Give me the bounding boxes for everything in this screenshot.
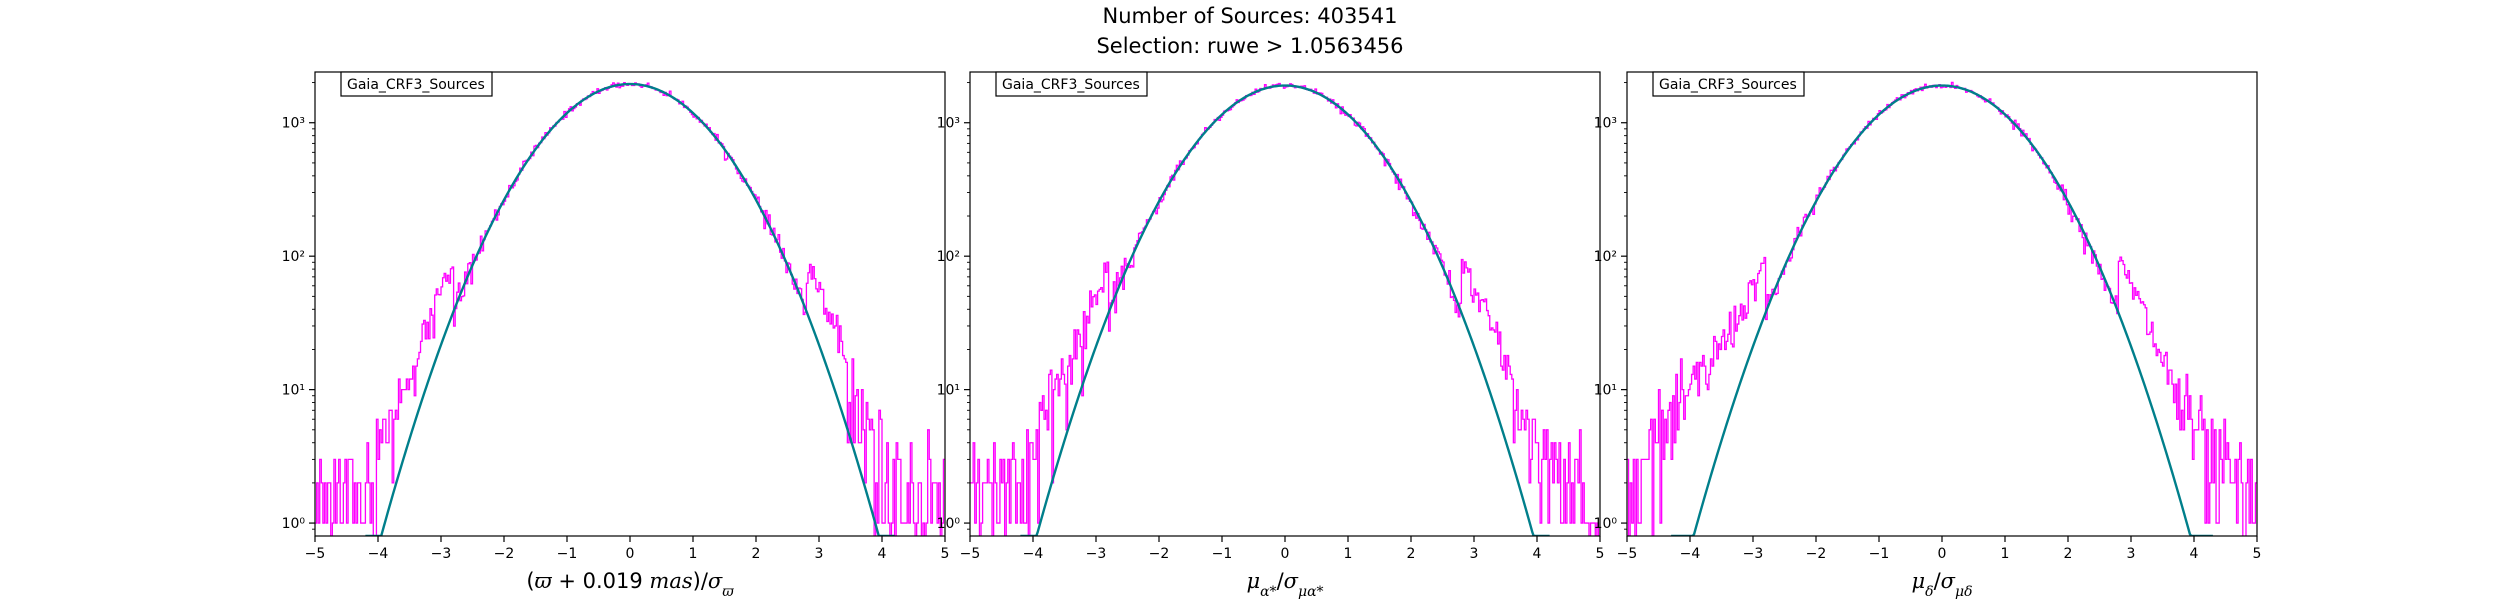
y-tick-label: 10²	[282, 249, 305, 265]
x-tick-label: 5	[2253, 546, 2262, 562]
x-tick-label: 5	[1596, 546, 1605, 562]
x-tick-label: 2	[1407, 546, 1416, 562]
x-tick-label: −1	[557, 546, 578, 562]
y-tick-label: 10³	[282, 116, 305, 132]
y-tick-label: 10²	[937, 249, 960, 265]
histogram-series	[315, 81, 945, 536]
legend-box	[1652, 71, 1805, 97]
x-tick-label: −2	[494, 546, 515, 562]
x-tick-label: −5	[960, 546, 981, 562]
x-tick-label: 3	[815, 546, 824, 562]
figure-subtitle: Selection: ruwe > 1.0563456	[1096, 34, 1404, 58]
histogram-series	[970, 82, 1600, 536]
histogram-series	[1627, 81, 2257, 536]
x-tick-label: −2	[1806, 546, 1827, 562]
legend: Gaia_CRF3_Sources	[995, 71, 1148, 97]
x-axis-label: μδ/σμδ	[1911, 569, 1972, 600]
chart-panel-3: −5 −4 −3 −2 −1 0 1 2 3 4 5 10⁰ 10¹ 10² 10³ Gaia_CRF3_So…	[1594, 71, 2262, 600]
x-tick-label: 1	[2001, 546, 2010, 562]
x-tick-label: −5	[1617, 546, 1638, 562]
gaussian-fit-line	[1020, 84, 1550, 536]
legend: Gaia_CRF3_Sources	[1652, 71, 1805, 97]
gaussian-fit-line	[365, 82, 895, 536]
axes-frame	[1626, 71, 2258, 537]
y-tick-label: 10¹	[937, 383, 960, 399]
y-tick-label: 10³	[1594, 116, 1617, 132]
x-tick-label: −1	[1869, 546, 1890, 562]
x-tick-label: −3	[1743, 546, 1764, 562]
y-tick-label: 10¹	[1594, 383, 1617, 399]
legend-label: Gaia_CRF3_Sources	[347, 77, 485, 93]
x-tick-label: 4	[878, 546, 887, 562]
x-tick-label: −2	[1149, 546, 1170, 562]
x-tick-label: 3	[1470, 546, 1479, 562]
legend-label: Gaia_CRF3_Sources	[1002, 77, 1140, 93]
x-tick-label: −4	[1680, 546, 1701, 562]
chart-panel-2: −5 −4 −3 −2 −1 0 1 2 3 4 5 10⁰ 10¹ 10² 10³ Gaia_CRF3_So…	[937, 71, 1605, 600]
legend-label: Gaia_CRF3_Sources	[1659, 77, 1797, 93]
figure-title: Number of Sources: 403541	[1102, 4, 1398, 28]
x-tick-label: 2	[752, 546, 761, 562]
x-tick-label: −3	[431, 546, 452, 562]
x-tick-label: 2	[2064, 546, 2073, 562]
x-tick-label: 5	[941, 546, 950, 562]
y-tick-label: 10²	[1594, 249, 1617, 265]
x-tick-label: 3	[2127, 546, 2136, 562]
y-tick-label: 10³	[937, 116, 960, 132]
x-axis-label: μα*/σμα*	[1246, 569, 1323, 600]
chart-panel-1: −5 −4 −3 −2 −1 0 1 2 3 4 5 10⁰ 10¹ 10² 10³ Gaia_CRF3_So…	[282, 71, 950, 600]
gaussian-fit-line	[1671, 84, 2213, 536]
x-tick-label: −5	[305, 546, 326, 562]
x-tick-label: 0	[1938, 546, 1947, 562]
y-tick-label: 10⁰	[937, 516, 961, 532]
y-tick-label: 10¹	[282, 383, 305, 399]
axes-frame	[314, 71, 946, 537]
x-tick-label: 1	[1344, 546, 1353, 562]
legend-box	[995, 71, 1148, 97]
x-tick-label: −4	[1023, 546, 1044, 562]
legend: Gaia_CRF3_Sources	[340, 71, 493, 97]
x-tick-label: −3	[1086, 546, 1107, 562]
legend-box	[340, 71, 493, 97]
x-tick-label: 0	[1281, 546, 1290, 562]
x-tick-label: 4	[2190, 546, 2199, 562]
x-tick-label: 4	[1533, 546, 1542, 562]
axes-frame	[969, 71, 1601, 537]
x-tick-label: 0	[626, 546, 635, 562]
x-tick-label: −1	[1212, 546, 1233, 562]
x-axis-label: (ϖ + 0.019 mas)/σϖ	[526, 569, 734, 600]
y-tick-label: 10⁰	[282, 516, 306, 532]
y-tick-label: 10⁰	[1594, 516, 1618, 532]
x-tick-label: −4	[368, 546, 389, 562]
x-tick-label: 1	[689, 546, 698, 562]
